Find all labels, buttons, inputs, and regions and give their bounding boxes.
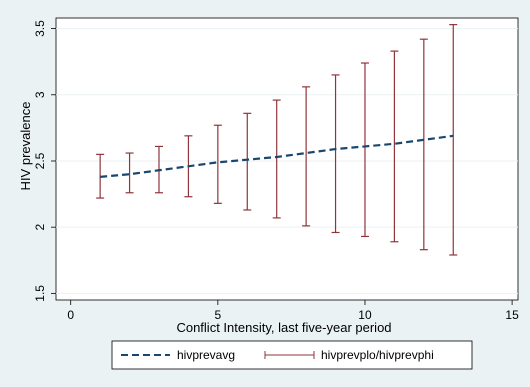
y-tick-label: 1.5 xyxy=(33,285,47,302)
x-tick-label: 0 xyxy=(67,308,74,322)
range-series xyxy=(96,24,458,256)
line-series xyxy=(100,134,454,178)
x-tick-label: 5 xyxy=(215,308,222,322)
legend-label-range: hivprevplo/hivprevphi xyxy=(321,348,434,362)
y-axis-title: HIV prevalence xyxy=(18,102,33,191)
y-tick-label: 2.5 xyxy=(33,152,47,169)
y-tick-label: 2 xyxy=(33,224,47,231)
x-tick-label: 15 xyxy=(505,308,519,322)
avg-line xyxy=(100,134,454,178)
y-tick-label: 3.5 xyxy=(33,20,47,37)
y-tick-label: 3 xyxy=(33,91,47,98)
x-tick-label: 10 xyxy=(358,308,372,322)
plot-area xyxy=(55,17,519,301)
legend: hivprevavg hivprevplo/hivprevphi xyxy=(111,340,473,370)
x-axis-title: Conflict Intensity, last five-year perio… xyxy=(176,320,391,335)
grid-lines xyxy=(56,28,518,294)
legend-label-line: hivprevavg xyxy=(177,348,235,362)
axes: 1.5 2 2.5 3 3.5 0 5 10 15 xyxy=(33,20,519,322)
